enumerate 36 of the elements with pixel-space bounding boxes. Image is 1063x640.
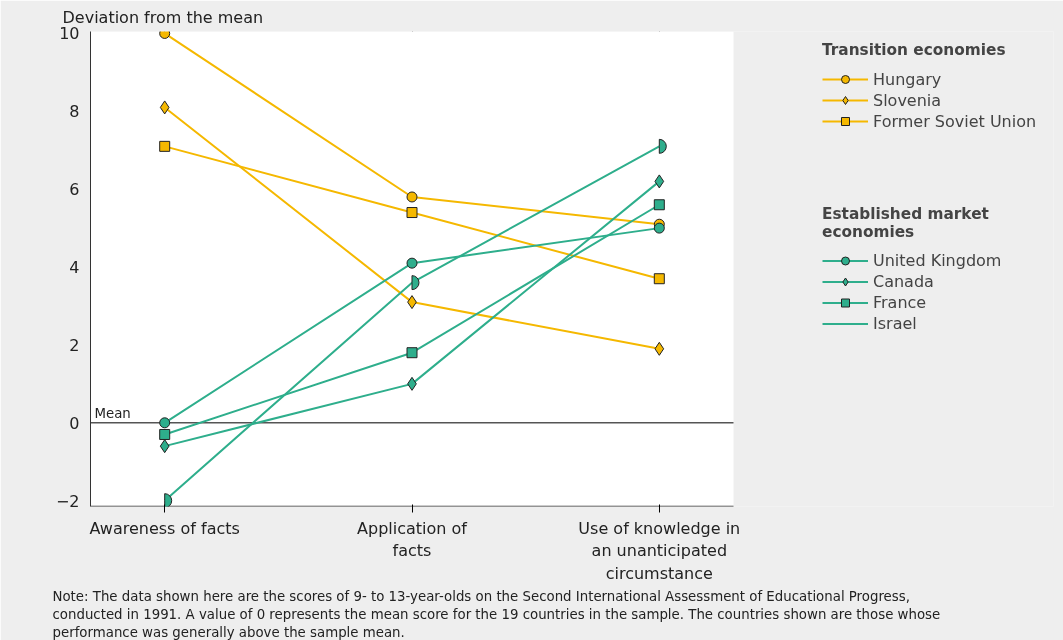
point [159,428,171,440]
y-tick-label: −2 [55,491,80,511]
y-tick-label: 8 [69,102,80,122]
ref-line-label: Mean [94,405,131,421]
point [653,222,665,234]
point [654,174,665,189]
point [406,191,418,203]
y-tick-label: 0 [69,413,80,433]
point [159,417,171,429]
legend-label: France [873,292,928,312]
legend-label: Israel [873,313,918,333]
point [159,140,171,152]
y-tick-label: 4 [69,258,80,278]
point [159,100,170,115]
y-tick-label: 6 [69,180,80,200]
x-tick-label: Awareness of facts [89,518,240,538]
text: Established market economies [822,204,989,240]
legend-label: Former Soviet Union [873,111,1038,131]
y-axis-title: Deviation from the mean [62,7,264,27]
legend-label: Canada [873,271,935,291]
point [159,439,170,454]
x-tick-label: Use of knowledge in an unanticipated circumstance [578,518,741,584]
y-tick-label: 10 [59,24,80,44]
point [653,199,665,211]
legend-label: United Kingdom [873,250,1003,270]
point [406,257,418,269]
point [406,347,418,359]
x-tick-label: Application of facts [357,518,468,561]
text: Note: The data shown here are the scores of 9- to 13-year-olds on the Second International Assessment of Educational Progress, conducted in 1991. A value of 0 represents the mean score for the 19 countries in the sample. The countries shown are those whose performance was generally above the sample mean. [52,589,941,640]
y-tick-label: 2 [69,335,80,355]
legend-label: Hungary [873,69,943,89]
point [406,207,418,219]
point [654,341,665,356]
legend-label: Slovenia [873,90,943,110]
text: Transition economies [822,41,1006,59]
point [653,273,665,285]
